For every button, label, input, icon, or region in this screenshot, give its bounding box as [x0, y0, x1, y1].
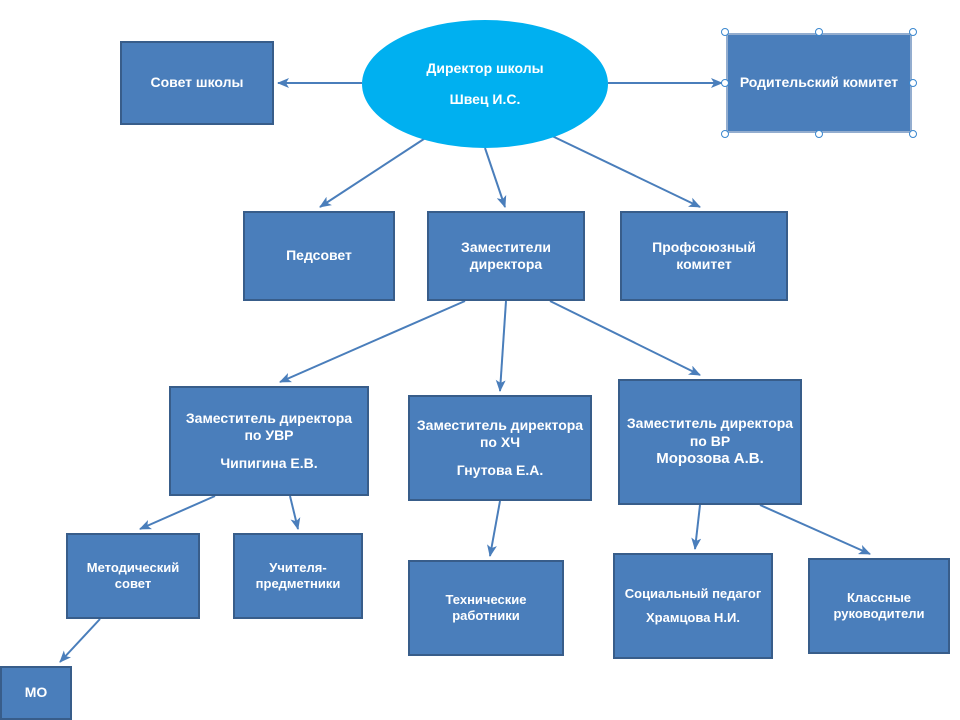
- zam-uvr-title: Заместитель директора по УВР: [177, 410, 361, 445]
- selection-handle[interactable]: [721, 28, 729, 36]
- selection-handle[interactable]: [815, 28, 823, 36]
- klassruk-label: Классные руководители: [816, 590, 942, 623]
- director-name: Швец И.С.: [450, 91, 521, 109]
- zam-hch-name: Гнутова Е.А.: [457, 462, 544, 480]
- node-uchitelya: Учителя-предметники: [233, 533, 363, 619]
- uchitelya-label: Учителя-предметники: [241, 560, 355, 593]
- selection-handle[interactable]: [909, 28, 917, 36]
- node-zamdir: Заместители директора: [427, 211, 585, 301]
- node-metod: Методический совет: [66, 533, 200, 619]
- metod-label: Методический совет: [74, 560, 192, 593]
- selection-handle[interactable]: [815, 130, 823, 138]
- node-tech: Технические работники: [408, 560, 564, 656]
- profkom-label: Профсоюзный комитет: [628, 239, 780, 274]
- zam-uvr-name: Чипигина Е.В.: [220, 455, 317, 473]
- director-title: Директор школы: [426, 60, 543, 78]
- node-director: Директор школы Швец И.С.: [362, 20, 608, 148]
- sovet-label: Совет школы: [151, 74, 244, 92]
- zam-vr-name: Морозова А.В.: [656, 450, 764, 469]
- mo-label: МО: [25, 684, 48, 702]
- node-zam-uvr: Заместитель директора по УВР Чипигина Е.…: [169, 386, 369, 496]
- selection-handle[interactable]: [909, 130, 917, 138]
- node-pedsovet: Педсовет: [243, 211, 395, 301]
- node-klassruk: Классные руководители: [808, 558, 950, 654]
- selection-handle[interactable]: [721, 79, 729, 87]
- zam-hch-title: Заместитель директора по ХЧ: [416, 417, 584, 452]
- zamdir-label: Заместители директора: [435, 239, 577, 274]
- node-socped: Социальный педагог Храмцова Н.И.: [613, 553, 773, 659]
- zam-vr-title: Заместитель директора по ВР: [626, 415, 794, 450]
- pedsovet-label: Педсовет: [286, 247, 352, 265]
- node-zam-hch: Заместитель директора по ХЧ Гнутова Е.А.: [408, 395, 592, 501]
- selection-handle[interactable]: [909, 79, 917, 87]
- node-sovet: Совет школы: [120, 41, 274, 125]
- tech-label: Технические работники: [416, 592, 556, 625]
- socped-title: Социальный педагог: [625, 586, 762, 602]
- socped-name: Храмцова Н.И.: [646, 610, 740, 626]
- node-mo: МО: [0, 666, 72, 720]
- selection-handle[interactable]: [721, 130, 729, 138]
- node-profkom: Профсоюзный комитет: [620, 211, 788, 301]
- rodkom-label: Родительский комитет: [740, 74, 898, 92]
- node-zam-vr: Заместитель директора по ВР Морозова А.В…: [618, 379, 802, 505]
- node-rodkom[interactable]: Родительский комитет: [726, 33, 912, 133]
